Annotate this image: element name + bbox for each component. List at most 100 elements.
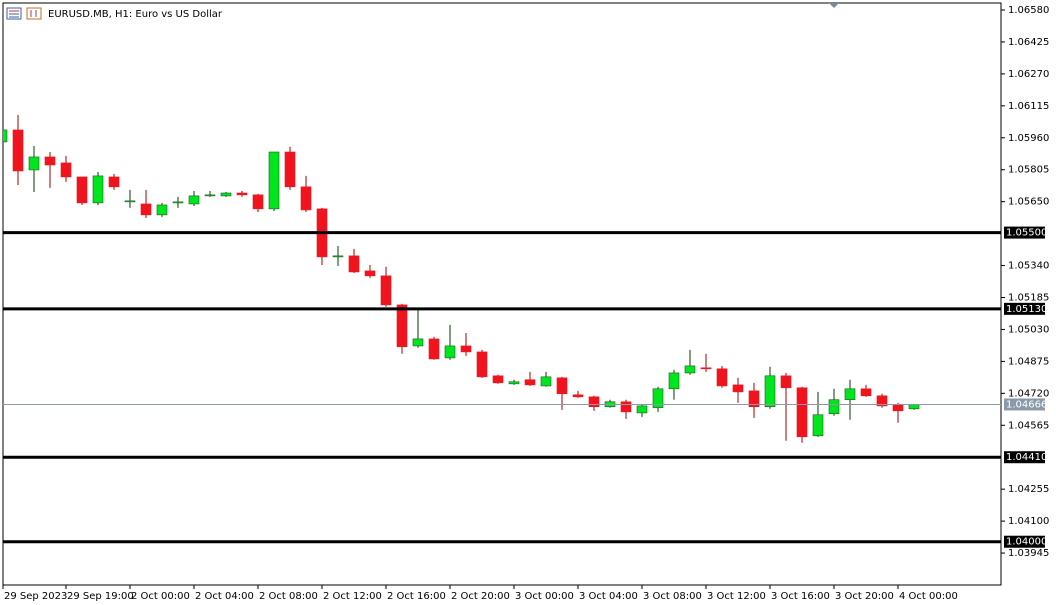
- candle-body: [556, 377, 568, 395]
- y-tick-label: 1.04875: [1008, 356, 1049, 367]
- candle-body: [460, 345, 472, 353]
- candle-body: [844, 388, 856, 401]
- y-tick-label: 1.04100: [1008, 516, 1049, 527]
- candle: [252, 193, 264, 212]
- x-tick-label: 3 Oct 20:00: [835, 591, 894, 602]
- candle: [188, 190, 200, 206]
- candle-body: [860, 388, 872, 397]
- level-label-box: [1004, 302, 1045, 315]
- candle: [668, 369, 680, 400]
- candle: [44, 152, 56, 188]
- candle-body: [268, 151, 280, 210]
- candle-body: [476, 351, 488, 378]
- y-tick-label: 1.05805: [1008, 165, 1049, 176]
- candle: [476, 349, 488, 378]
- candle-body: [636, 405, 648, 414]
- candle-body: [396, 304, 408, 348]
- candle-body: [540, 376, 552, 387]
- candle: [316, 207, 328, 265]
- candle: [124, 189, 136, 208]
- x-tick-label: 3 Oct 04:00: [579, 591, 638, 602]
- candle-body: [524, 379, 536, 386]
- candle-body: [60, 162, 72, 178]
- candle: [364, 264, 376, 278]
- y-tick-label: 1.05185: [1008, 293, 1049, 304]
- shift-marker: [829, 3, 839, 8]
- y-tick-label: 1.04565: [1008, 420, 1049, 431]
- x-tick-label: 3 Oct 08:00: [643, 591, 702, 602]
- candle-body: [252, 194, 264, 210]
- chart-title: EURUSD.MB, H1: Euro vs US Dollar: [48, 9, 223, 20]
- candle: [732, 377, 744, 403]
- candle-body: [716, 368, 728, 387]
- candle-body: [12, 129, 24, 172]
- candle-body: [108, 176, 120, 188]
- candle-body: [348, 255, 360, 273]
- candle-body: [332, 255, 344, 258]
- symbol-icons: [6, 7, 42, 20]
- candle: [380, 266, 392, 307]
- candle-body: [780, 375, 792, 389]
- candle-body: [156, 204, 168, 216]
- candle-body: [76, 176, 88, 204]
- level-label: 1.05500: [1006, 228, 1047, 239]
- y-tick-label: 1.06580: [1008, 5, 1049, 16]
- candle: [300, 175, 312, 212]
- level-label: 1.04000: [1006, 537, 1047, 548]
- candle-body: [492, 375, 504, 384]
- x-tick-label: 3 Oct 12:00: [707, 591, 766, 602]
- candle-body: [140, 203, 152, 216]
- candle-body: [876, 395, 888, 407]
- candle-body: [364, 270, 376, 277]
- candle: [780, 372, 792, 441]
- y-tick-label: 1.03945: [1008, 548, 1049, 559]
- candle-body: [380, 275, 392, 306]
- candle: [12, 114, 24, 185]
- candle-body: [620, 401, 632, 413]
- candle-body: [220, 192, 232, 197]
- candle: [156, 202, 168, 217]
- candle-body: [44, 156, 56, 166]
- candle: [428, 336, 440, 360]
- candle-body: [908, 404, 920, 410]
- candle: [636, 403, 648, 417]
- y-tick-label: 1.05340: [1008, 261, 1049, 272]
- candle-body: [3, 129, 8, 143]
- x-tick-label: 2 Oct 20:00: [451, 591, 510, 602]
- candle: [76, 176, 88, 205]
- candle: [796, 386, 808, 443]
- level-label-box: [1004, 226, 1045, 239]
- candle-body: [572, 394, 584, 398]
- candle: [3, 129, 8, 143]
- y-tick-label: 1.06115: [1008, 101, 1049, 112]
- candle-body: [508, 381, 520, 385]
- candle-body: [732, 384, 744, 393]
- candle-body: [668, 372, 680, 390]
- current-price-label: 1.04666: [1006, 399, 1047, 410]
- level-label-box: [1004, 451, 1045, 464]
- candle-body: [28, 156, 40, 171]
- candle-body: [684, 365, 696, 374]
- candle: [748, 382, 760, 418]
- candle-body: [92, 175, 104, 204]
- candle-body: [236, 192, 248, 196]
- candle-body: [828, 399, 840, 415]
- candle: [700, 353, 712, 372]
- candle-body: [172, 201, 184, 204]
- candle: [684, 349, 696, 375]
- current-price-box: [1004, 398, 1045, 411]
- candle-body: [700, 367, 712, 370]
- candle: [764, 366, 776, 409]
- plot-frame: [2, 2, 1002, 586]
- x-tick-label: 29 Sep 19:00: [67, 591, 134, 602]
- candle: [876, 393, 888, 408]
- candle: [572, 390, 584, 398]
- candle: [524, 371, 536, 386]
- candle-body: [428, 338, 440, 360]
- x-tick-label: 2 Oct 00:00: [131, 591, 190, 602]
- candle: [92, 171, 104, 205]
- x-tick-label: 3 Oct 16:00: [771, 591, 830, 602]
- candle: [236, 190, 248, 197]
- candle-body: [812, 414, 824, 437]
